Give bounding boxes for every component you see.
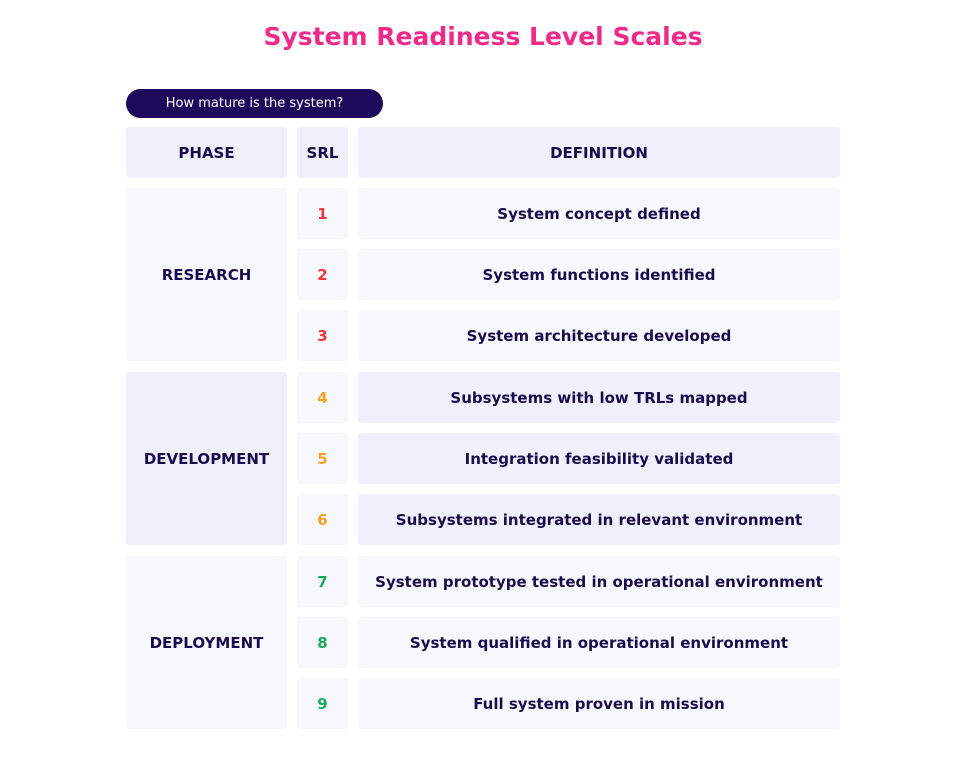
header-phase: PHASE — [126, 127, 287, 178]
srl-level: 1 — [297, 188, 348, 239]
srl-level: 4 — [297, 372, 348, 423]
srl-definition: Subsystems integrated in relevant enviro… — [358, 494, 840, 545]
page-title: System Readiness Level Scales — [263, 22, 703, 51]
srl-definition: System architecture developed — [358, 310, 840, 361]
phase-development: DEVELOPMENT — [126, 372, 287, 545]
srl-definition: System concept defined — [358, 188, 840, 239]
phase-deployment: DEPLOYMENT — [126, 556, 287, 729]
header-definition: DEFINITION — [358, 127, 840, 178]
srl-level: 7 — [297, 556, 348, 607]
srl-definition: Full system proven in mission — [358, 678, 840, 729]
header-srl: SRL — [297, 127, 348, 178]
srl-definition: Integration feasibility validated — [358, 433, 840, 484]
subtitle-pill: How mature is the system? — [126, 89, 383, 118]
srl-definition: System functions identified — [358, 249, 840, 300]
srl-level: 8 — [297, 617, 348, 668]
srl-definition: System prototype tested in operational e… — [358, 556, 840, 607]
phase-research: RESEARCH — [126, 188, 287, 361]
srl-definition: System qualified in operational environm… — [358, 617, 840, 668]
srl-definition: Subsystems with low TRLs mapped — [358, 372, 840, 423]
srl-level: 2 — [297, 249, 348, 300]
srl-level: 5 — [297, 433, 348, 484]
srl-level: 9 — [297, 678, 348, 729]
srl-level: 6 — [297, 494, 348, 545]
srl-level: 3 — [297, 310, 348, 361]
